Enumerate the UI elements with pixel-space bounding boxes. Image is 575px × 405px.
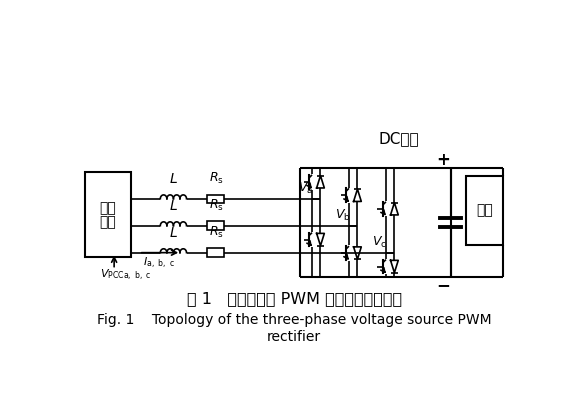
- Text: $I_{\rm a,\ b,\ c}$: $I_{\rm a,\ b,\ c}$: [143, 256, 174, 271]
- Bar: [208, 222, 224, 230]
- Text: $R_{\rm s}$: $R_{\rm s}$: [209, 171, 224, 186]
- Bar: [208, 194, 224, 203]
- Bar: [466, 176, 503, 245]
- Text: 电网: 电网: [99, 215, 116, 229]
- Text: +: +: [436, 151, 450, 169]
- Text: $L$: $L$: [169, 173, 178, 186]
- Text: 交流: 交流: [99, 201, 116, 215]
- Text: rectifier: rectifier: [267, 330, 321, 344]
- Text: $V_{\rm b}$: $V_{\rm b}$: [335, 207, 351, 223]
- Bar: [85, 172, 131, 256]
- Text: $V_{\rm PCCa,\ b,\ c}$: $V_{\rm PCCa,\ b,\ c}$: [100, 268, 152, 284]
- Text: DC母线: DC母线: [378, 131, 419, 146]
- Bar: [208, 248, 224, 257]
- Text: 负荷: 负荷: [476, 203, 493, 217]
- Text: $R_{\rm s}$: $R_{\rm s}$: [209, 225, 224, 240]
- Text: 图 1   三相电压型 PWM 整流器的拓扑结构: 图 1 三相电压型 PWM 整流器的拓扑结构: [187, 291, 402, 306]
- Text: $R_{\rm s}$: $R_{\rm s}$: [209, 198, 224, 213]
- Text: Fig. 1    Topology of the three-phase voltage source PWM: Fig. 1 Topology of the three-phase volta…: [97, 313, 492, 327]
- Text: $L$: $L$: [169, 226, 178, 240]
- Text: $V_{\rm c}$: $V_{\rm c}$: [372, 234, 387, 249]
- Text: −: −: [436, 276, 450, 294]
- Text: $V_{\rm a}$: $V_{\rm a}$: [298, 181, 313, 196]
- Text: $L$: $L$: [169, 199, 178, 213]
